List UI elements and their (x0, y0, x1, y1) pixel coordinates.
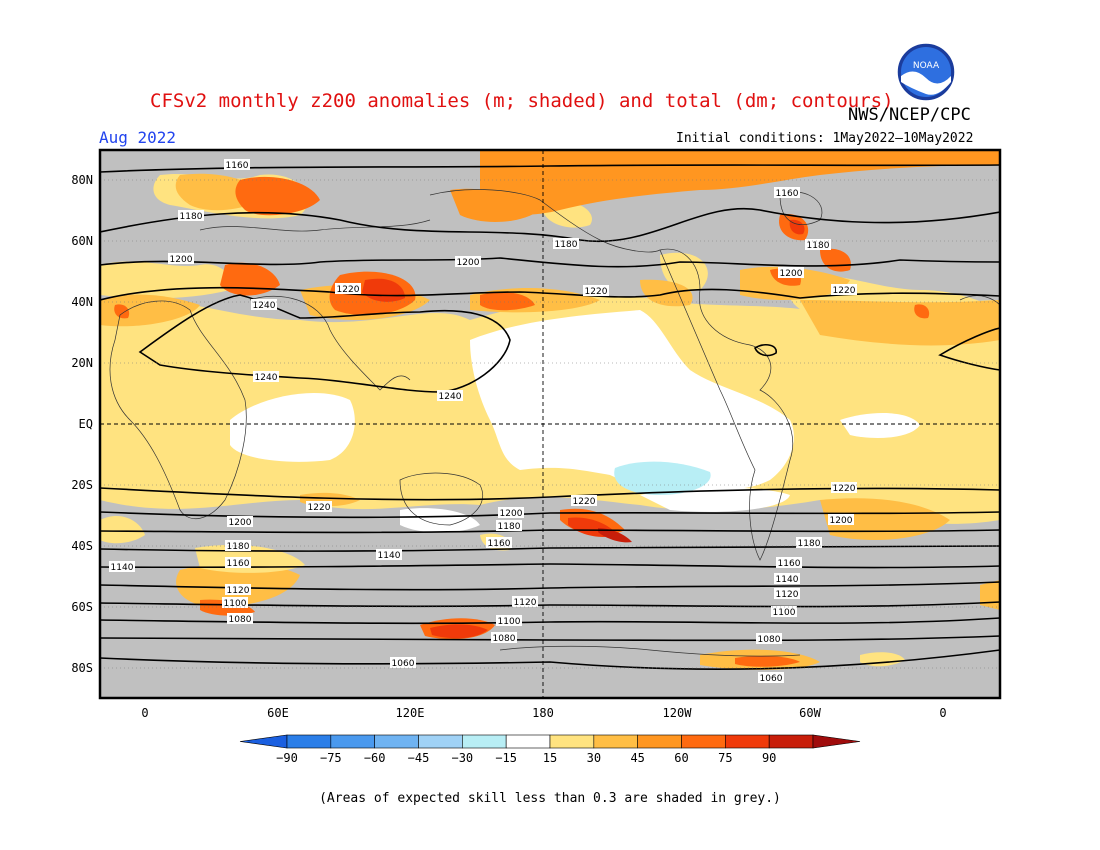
svg-text:1140: 1140 (378, 551, 401, 561)
svg-text:1100: 1100 (224, 599, 247, 609)
forecast-month: Aug 2022 (99, 128, 177, 147)
colorbar-tick-label: 45 (630, 751, 644, 765)
colorbar-tick-label: −60 (364, 751, 386, 765)
colorbar-tick-label: 15 (543, 751, 557, 765)
svg-text:1160: 1160 (227, 559, 250, 569)
svg-text:1220: 1220 (308, 503, 331, 513)
svg-text:1220: 1220 (833, 484, 856, 494)
lat-label: 80S (71, 661, 93, 675)
contour-labels: 1160 1180 1200 1240 1220 1200 1240 1240 … (109, 159, 857, 684)
lon-label: 60W (799, 706, 821, 720)
svg-text:1200: 1200 (170, 255, 193, 265)
svg-text:1180: 1180 (227, 542, 250, 552)
initial-conditions: Initial conditions: 1May2022—10May2022 (676, 131, 974, 146)
noaa-logo: NOAA (896, 42, 956, 102)
svg-text:1180: 1180 (798, 539, 821, 549)
lat-label: 60N (71, 234, 93, 248)
svg-text:1220: 1220 (833, 286, 856, 296)
svg-text:1060: 1060 (760, 674, 783, 684)
svg-text:1200: 1200 (780, 269, 803, 279)
colorbar-swatch (286, 734, 332, 749)
colorbar-swatch (768, 734, 814, 749)
svg-text:1200: 1200 (830, 516, 853, 526)
lon-axis: 0 60E 120E 180 120W 60W 0 (141, 706, 946, 720)
svg-text:1080: 1080 (229, 615, 252, 625)
colorbar-swatch (374, 734, 419, 749)
svg-text:1240: 1240 (253, 301, 276, 311)
svg-text:1220: 1220 (337, 285, 360, 295)
colorbar-tick-label: 75 (718, 751, 732, 765)
colorbar: −90 −75 −60 −45 −30 −15 15 30 45 60 75 90 (239, 734, 861, 765)
svg-text:1160: 1160 (226, 161, 249, 171)
footnote: (Areas of expected skill less than 0.3 a… (319, 791, 781, 806)
lon-label: 120E (396, 706, 425, 720)
svg-text:1240: 1240 (439, 392, 462, 402)
svg-text:1100: 1100 (498, 617, 521, 627)
svg-text:1200: 1200 (457, 258, 480, 268)
colorbar-tick-label: −30 (451, 751, 473, 765)
colorbar-swatch (681, 734, 726, 749)
svg-text:1180: 1180 (180, 212, 203, 222)
lat-axis: 80N 60N 40N 20N EQ 20S 40S 60S 80S (71, 173, 93, 675)
colorbar-tick-label: 30 (587, 751, 601, 765)
colorbar-swatch (505, 734, 551, 749)
colorbar-tick-label: 90 (762, 751, 776, 765)
colorbar-tick-label: −15 (495, 751, 517, 765)
anomaly-near-zero-area (470, 310, 794, 492)
svg-text:1140: 1140 (111, 563, 134, 573)
colorbar-arrow-high (812, 734, 861, 749)
svg-text:1220: 1220 (585, 287, 608, 297)
svg-text:1120: 1120 (227, 586, 250, 596)
lon-label: 180 (532, 706, 554, 720)
svg-text:1160: 1160 (778, 559, 801, 569)
agency-label: NWS/NCEP/CPC (848, 105, 971, 125)
colorbar-swatch (462, 734, 507, 749)
anomaly-negative-area (614, 461, 711, 495)
colorbar-arrow-low (239, 734, 288, 749)
svg-text:1080: 1080 (493, 634, 516, 644)
svg-text:1180: 1180 (807, 241, 830, 251)
svg-text:1140: 1140 (776, 575, 799, 585)
lon-label: 0 (141, 706, 148, 720)
lat-label: 20N (71, 356, 93, 370)
svg-text:1080: 1080 (758, 635, 781, 645)
svg-text:1200: 1200 (229, 518, 252, 528)
lat-label: 40S (71, 539, 93, 553)
noaa-logo-text: NOAA (913, 61, 940, 71)
svg-text:1120: 1120 (776, 590, 799, 600)
map-frame (98, 148, 1002, 700)
svg-text:1160: 1160 (776, 189, 799, 199)
colorbar-swatch (593, 734, 638, 749)
colorbar-swatch (418, 734, 463, 749)
colorbar-swatch (637, 734, 682, 749)
svg-text:1100: 1100 (773, 608, 796, 618)
lon-label: 0 (939, 706, 946, 720)
map-title: CFSv2 monthly z200 anomalies (m; shaded)… (150, 90, 894, 112)
svg-text:1120: 1120 (514, 598, 537, 608)
lat-label: 40N (71, 295, 93, 309)
lat-label: 60S (71, 600, 93, 614)
lon-label: 120W (663, 706, 693, 720)
svg-text:1180: 1180 (498, 522, 521, 532)
colorbar-tick-label: −75 (320, 751, 342, 765)
lat-label: EQ (79, 417, 93, 431)
colorbar-tick-label: 60 (674, 751, 688, 765)
colorbar-swatch (725, 734, 770, 749)
svg-text:1220: 1220 (573, 497, 596, 507)
colorbar-tick-label: −45 (408, 751, 430, 765)
colorbar-swatch (549, 734, 595, 749)
svg-text:1060: 1060 (392, 659, 415, 669)
lat-label: 80N (71, 173, 93, 187)
colorbar-swatch (330, 734, 375, 749)
lon-label: 60E (267, 706, 289, 720)
svg-text:1240: 1240 (255, 373, 278, 383)
svg-text:1200: 1200 (500, 509, 523, 519)
svg-text:1180: 1180 (555, 240, 578, 250)
lat-label: 20S (71, 478, 93, 492)
colorbar-tick-label: −90 (276, 751, 298, 765)
svg-text:1160: 1160 (488, 539, 511, 549)
